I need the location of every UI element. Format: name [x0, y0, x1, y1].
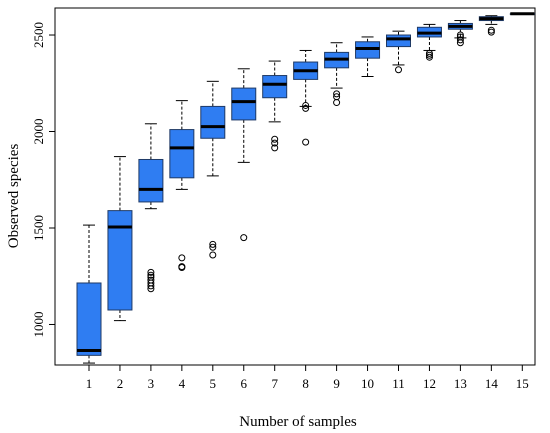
outlier-point: [147, 268, 155, 276]
outlier-point: [147, 273, 155, 281]
box-series: [76, 12, 535, 364]
x-tick-label: 15: [516, 376, 529, 391]
box-iqr: [231, 87, 257, 121]
box-5: [200, 80, 226, 259]
outlier-point: [425, 53, 433, 61]
box-6: [231, 68, 257, 242]
outlier-point: [147, 276, 155, 284]
box-iqr: [200, 105, 226, 139]
x-tick-label: 14: [485, 376, 499, 391]
box-12: [416, 23, 442, 61]
outlier-point: [333, 99, 341, 107]
outlier-point: [425, 51, 433, 59]
outlier-point: [333, 93, 341, 101]
outlier-point: [425, 49, 433, 57]
x-tick-label: 8: [302, 376, 309, 391]
x-tick-label: 10: [361, 376, 374, 391]
box-iqr: [386, 34, 411, 48]
outlier-point: [271, 144, 279, 152]
x-tick-label: 6: [241, 376, 248, 391]
outlier-point: [271, 135, 279, 143]
outlier-point: [456, 33, 464, 41]
box-2: [107, 156, 133, 322]
outlier-point: [456, 31, 464, 39]
outlier-point: [178, 263, 186, 271]
x-tick-label: 13: [454, 376, 467, 391]
x-tick-label: 7: [271, 376, 278, 391]
box-15: [509, 12, 535, 16]
box-iqr: [76, 282, 102, 356]
outlier-point: [487, 26, 495, 34]
box-14: [478, 15, 504, 36]
x-tick-label: 9: [333, 376, 340, 391]
x-tick-label: 2: [117, 376, 124, 391]
box-iqr: [138, 158, 164, 203]
y-tick-label: 1500: [31, 215, 46, 241]
x-tick-label: 1: [86, 376, 93, 391]
outlier-point: [487, 28, 495, 36]
outlier-point: [147, 271, 155, 279]
box-10: [355, 36, 381, 78]
box-9: [324, 42, 350, 107]
box-iqr: [262, 75, 288, 99]
outlier-point: [456, 36, 464, 44]
box-11: [386, 30, 411, 74]
outlier-point: [209, 243, 217, 251]
y-tick-label: 2000: [31, 119, 46, 145]
box-4: [169, 100, 195, 272]
y-tick-label: 1000: [31, 311, 46, 337]
y-axis: 1000 1500 2000 2500: [31, 22, 55, 337]
outlier-point: [271, 139, 279, 147]
outlier-point: [302, 104, 310, 112]
box-iqr: [169, 129, 195, 179]
x-tick-label: 3: [148, 376, 155, 391]
x-tick-label: 5: [210, 376, 217, 391]
outlier-point: [240, 234, 248, 242]
box-3: [138, 123, 164, 293]
box-1: [76, 224, 102, 364]
box-7: [262, 60, 288, 152]
outlier-point: [302, 101, 310, 109]
x-tick-label: 4: [179, 376, 186, 391]
x-axis-title: Number of samples: [239, 414, 357, 430]
plot-frame: [54, 7, 536, 366]
outlier-point: [333, 90, 341, 98]
outlier-point: [209, 251, 217, 259]
outlier-point: [302, 138, 310, 146]
outlier-point: [209, 240, 217, 248]
box-8: [293, 49, 319, 146]
y-axis-title: Observed species: [6, 144, 22, 249]
outlier-point: [178, 254, 186, 262]
x-axis: 1 2 3 4 5 6 7 8 9 10 11 12 13 14 15: [86, 365, 529, 391]
box-13: [447, 20, 473, 47]
y-tick-label: 2500: [31, 22, 46, 48]
x-tick-label: 12: [423, 376, 436, 391]
outlier-point: [395, 66, 402, 74]
x-tick-label: 11: [392, 376, 405, 391]
